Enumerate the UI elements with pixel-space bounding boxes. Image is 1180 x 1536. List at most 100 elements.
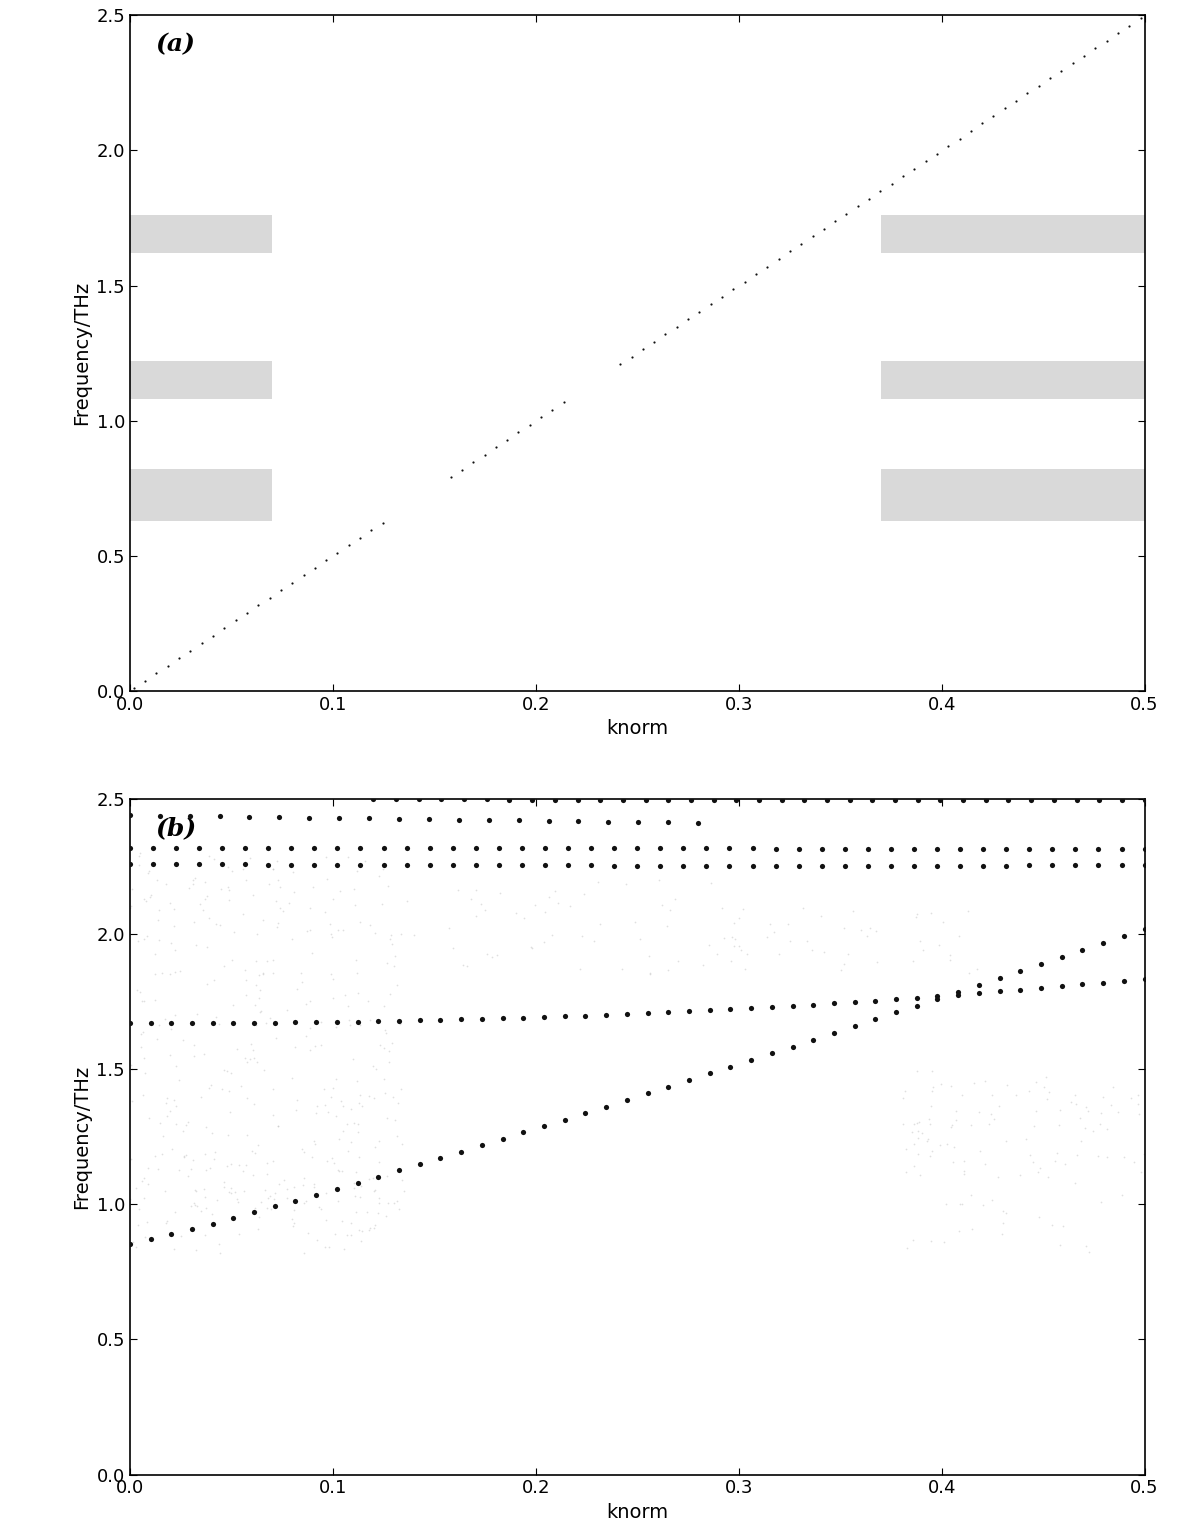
Point [1112,852,1130,877]
Point [122,1052,140,1077]
Point [204,968,223,992]
Point [257,1150,276,1175]
Point [789,854,808,879]
Point [558,836,577,860]
Point [1097,28,1116,52]
Point [535,929,553,954]
Point [234,1160,253,1184]
Point [375,1081,394,1106]
Point [181,803,199,828]
Point [958,899,977,923]
Point [301,895,320,920]
Point [133,1020,152,1044]
Point [727,788,746,813]
Point [405,923,424,948]
Point [1090,1112,1109,1137]
Point [258,852,277,877]
Point [454,786,473,811]
Point [215,1175,234,1200]
Point [1061,1091,1080,1115]
Point [389,1009,408,1034]
Point [835,836,854,860]
Point [291,960,310,985]
Point [215,616,234,641]
Point [860,915,879,940]
Point [398,836,417,860]
Point [136,1061,155,1086]
Point [188,1193,206,1218]
Point [260,872,278,897]
Point [144,851,163,876]
Point [302,940,321,965]
Point [382,1031,401,1055]
Point [713,284,732,309]
Point [617,1087,636,1112]
Point [162,931,181,955]
Point [328,1177,347,1201]
Point [766,836,785,860]
Point [927,986,946,1011]
Point [772,788,791,813]
Point [283,1213,302,1238]
Point [812,854,831,879]
Point [918,1127,937,1152]
Point [1053,945,1071,969]
Point [371,1186,389,1210]
Point [697,836,716,860]
Point [218,874,237,899]
Point [365,1215,384,1240]
Point [173,1028,192,1052]
Point [722,948,741,972]
Point [270,805,289,829]
Point [326,1221,345,1246]
Point [792,232,811,257]
Point [466,852,485,877]
Point [300,805,319,829]
Point [243,1038,262,1063]
Point [190,852,209,877]
Point [1054,1213,1073,1238]
Point [366,1178,385,1203]
Point [388,1091,407,1115]
Point [196,1223,215,1247]
Point [825,1020,844,1044]
Point [381,982,400,1006]
Point [1135,852,1154,877]
Point [156,1178,175,1203]
Point [327,1066,346,1091]
Point [131,1021,150,1046]
Point [522,934,540,958]
Point [1135,837,1154,862]
Point [490,836,509,860]
Point [997,852,1016,877]
Point [1035,1075,1054,1100]
Point [735,957,754,982]
Point [758,925,776,949]
Point [743,836,762,860]
Point [1031,975,1050,1000]
Point [304,852,323,877]
Point [137,889,156,914]
Point [389,806,408,831]
Point [369,1150,388,1175]
Point [867,919,886,943]
Point [240,805,258,829]
Point [222,1061,241,1086]
Point [237,1086,256,1111]
Point [130,980,149,1005]
Point [844,899,863,923]
Point [539,885,558,909]
Point [166,1112,185,1137]
Point [543,923,562,948]
Point [162,1223,181,1247]
Point [203,1212,222,1236]
Point [366,920,385,945]
Point [317,1149,336,1174]
Point [614,788,632,813]
Point [1038,1164,1057,1189]
Point [730,906,749,931]
Point [725,934,743,958]
Point [1043,837,1062,862]
Point [152,1141,171,1166]
Point [994,1210,1012,1235]
